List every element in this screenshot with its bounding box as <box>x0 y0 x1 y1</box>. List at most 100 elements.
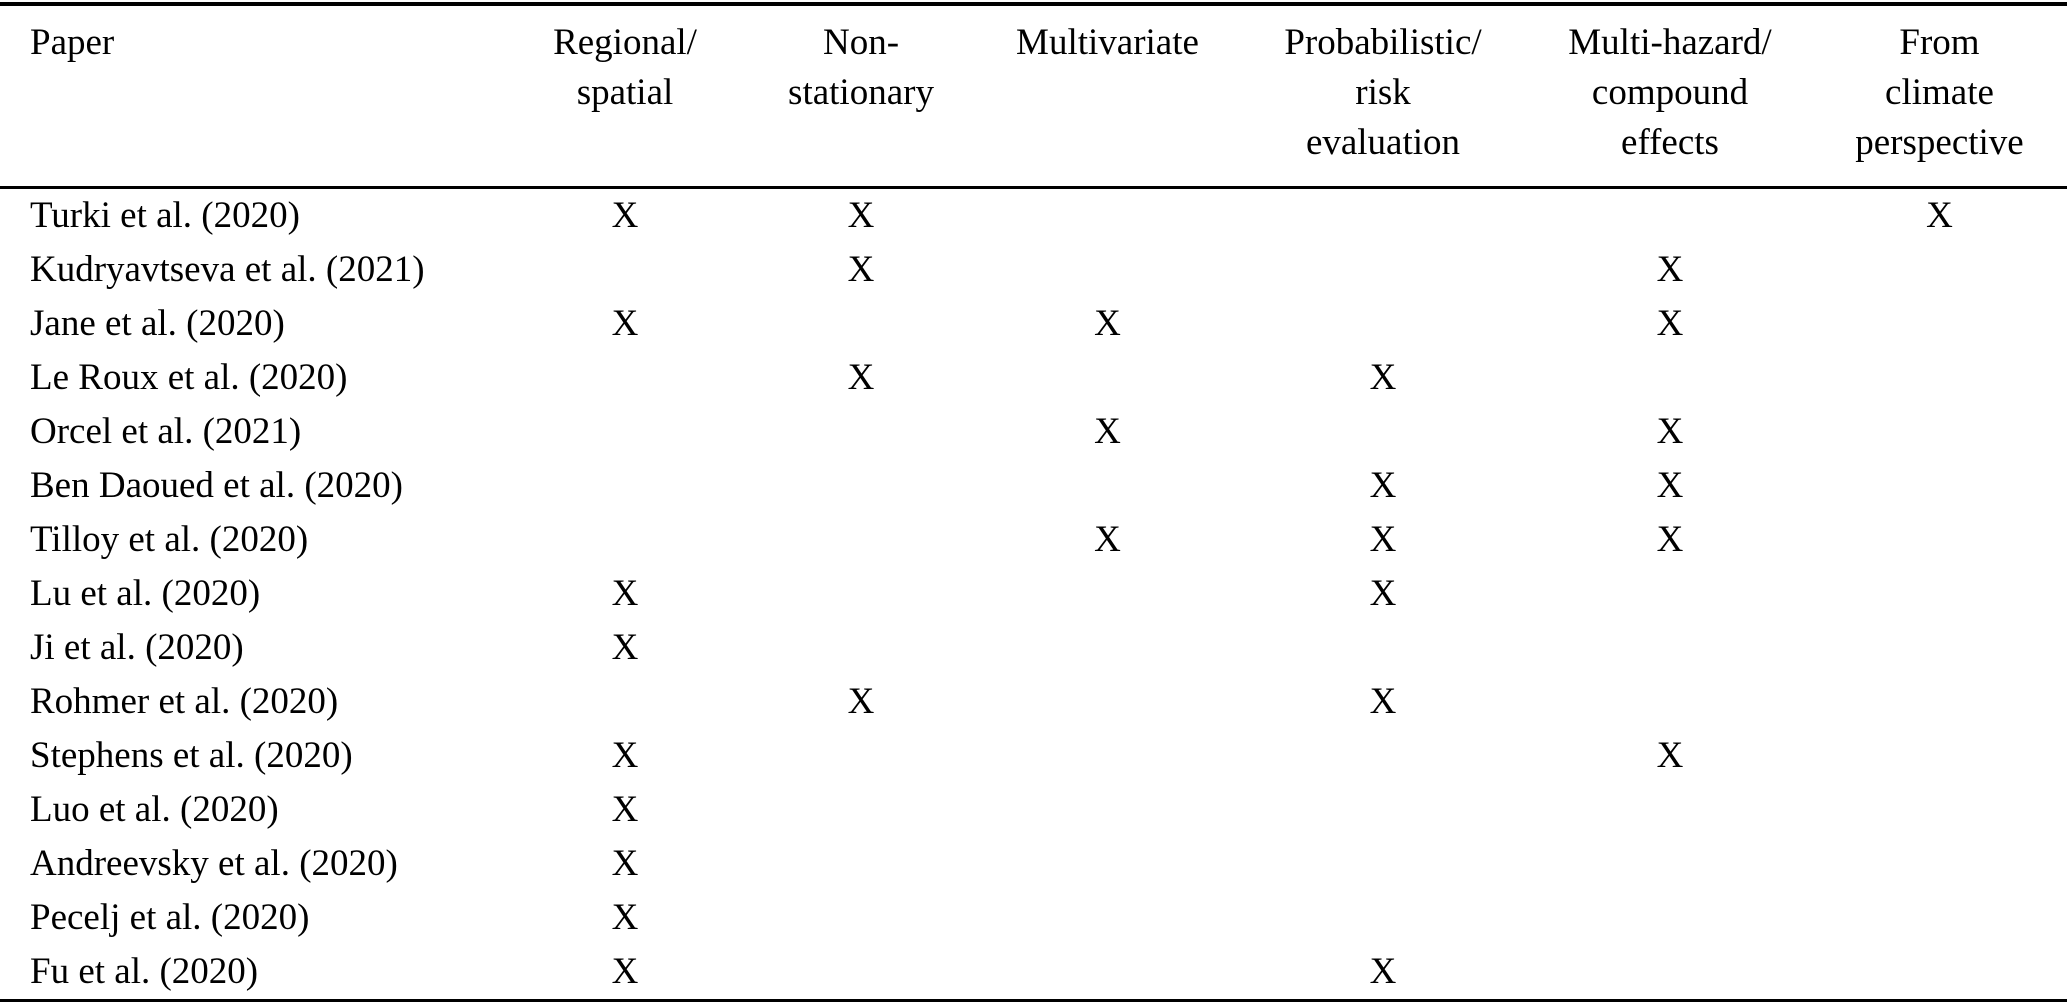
paper-cell: Orcel et al. (2021) <box>30 411 302 452</box>
mark-cell-x: X <box>1369 573 1397 614</box>
mark-cell-empty <box>977 837 1238 891</box>
mark-cell-empty <box>1812 297 2067 351</box>
table-row: Turki et al. (2020) X X X <box>0 187 2067 243</box>
mark-cell-empty <box>977 729 1238 783</box>
mark-cell-x: X <box>611 789 639 830</box>
header-row: Paper Regional/ spatial Non- stationary Mu… <box>0 4 2067 187</box>
mark-cell-empty <box>1812 351 2067 405</box>
mark-cell-empty <box>745 297 977 351</box>
mark-cell-x: X <box>847 195 875 236</box>
table-row: Luo et al. (2020) X <box>0 783 2067 837</box>
column-header-criterion: Non- stationary <box>788 22 934 113</box>
mark-cell-x: X <box>1656 735 1684 776</box>
mark-cell-empty <box>977 945 1238 1001</box>
mark-cell-empty <box>745 783 977 837</box>
paper-cell: Ji et al. (2020) <box>30 627 244 668</box>
paper-cell: Kudryavtseva et al. (2021) <box>30 249 425 290</box>
table-row: Ji et al. (2020) X <box>0 621 2067 675</box>
table-row: Jane et al. (2020) X X X <box>0 297 2067 351</box>
mark-cell-x: X <box>1094 303 1121 344</box>
mark-cell-empty <box>1528 675 1812 729</box>
mark-cell-empty <box>505 675 745 729</box>
table-row: Stephens et al. (2020) X X <box>0 729 2067 783</box>
mark-cell-empty <box>1238 405 1528 459</box>
mark-cell-empty <box>745 945 977 1001</box>
paper-cell: Jane et al. (2020) <box>30 303 285 344</box>
table-row: Le Roux et al. (2020) X X <box>0 351 2067 405</box>
column-header-criterion: Probabilistic/ risk evaluation <box>1284 22 1482 163</box>
mark-cell-empty <box>1812 405 2067 459</box>
mark-cell-empty <box>1238 837 1528 891</box>
mark-cell-empty <box>505 243 745 297</box>
mark-cell-empty <box>1812 621 2067 675</box>
paper-cell: Ben Daoued et al. (2020) <box>30 465 403 506</box>
mark-cell-x: X <box>1369 357 1397 398</box>
column-header-criterion: Multi-hazard/ compound effects <box>1568 22 1772 163</box>
paper-cell: Andreevsky et al. (2020) <box>30 843 398 884</box>
mark-cell-x: X <box>611 627 639 668</box>
mark-cell-empty <box>977 351 1238 405</box>
table-header: Paper Regional/ spatial Non- stationary Mu… <box>0 4 2067 187</box>
mark-cell-x: X <box>1926 195 1953 236</box>
mark-cell-empty <box>1528 891 1812 945</box>
mark-cell-x: X <box>1656 249 1684 290</box>
mark-cell-empty <box>745 459 977 513</box>
table-row: Tilloy et al. (2020) X X X <box>0 513 2067 567</box>
mark-cell-empty <box>1812 567 2067 621</box>
mark-cell-empty <box>505 459 745 513</box>
mark-cell-x: X <box>847 357 875 398</box>
mark-cell-empty <box>1812 837 2067 891</box>
mark-cell-empty <box>977 459 1238 513</box>
mark-cell-empty <box>1238 891 1528 945</box>
mark-cell-empty <box>1528 621 1812 675</box>
mark-cell-empty <box>1528 837 1812 891</box>
mark-cell-empty <box>1238 243 1528 297</box>
table-row: Andreevsky et al. (2020) X <box>0 837 2067 891</box>
column-header-criterion: From climate perspective <box>1855 22 2024 163</box>
mark-cell-empty <box>745 729 977 783</box>
paper-cell: Luo et al. (2020) <box>30 789 279 830</box>
mark-cell-empty <box>1528 351 1812 405</box>
mark-cell-empty <box>1528 945 1812 1001</box>
paper-cell: Turki et al. (2020) <box>30 195 300 236</box>
column-header-criterion: Regional/ spatial <box>553 22 697 113</box>
paper-cell: Le Roux et al. (2020) <box>30 357 348 398</box>
mark-cell-empty <box>505 351 745 405</box>
mark-cell-empty <box>745 891 977 945</box>
column-header-criterion: Multivariate <box>1016 22 1199 63</box>
mark-cell-empty <box>977 891 1238 945</box>
mark-cell-x: X <box>611 951 639 992</box>
mark-cell-empty <box>977 783 1238 837</box>
mark-cell-x: X <box>1656 465 1684 506</box>
mark-cell-x: X <box>847 249 875 290</box>
mark-cell-empty <box>505 513 745 567</box>
table-row: Rohmer et al. (2020) X X <box>0 675 2067 729</box>
mark-cell-x: X <box>611 897 639 938</box>
mark-cell-empty <box>1812 729 2067 783</box>
table-row: Ben Daoued et al. (2020) X X <box>0 459 2067 513</box>
mark-cell-x: X <box>611 303 639 344</box>
mark-cell-empty <box>1812 945 2067 1001</box>
paper-cell: Rohmer et al. (2020) <box>30 681 339 722</box>
mark-cell-x: X <box>1656 303 1684 344</box>
mark-cell-empty <box>1528 783 1812 837</box>
paper-cell: Stephens et al. (2020) <box>30 735 353 776</box>
mark-cell-x: X <box>847 681 875 722</box>
mark-cell-x: X <box>1094 411 1121 452</box>
mark-cell-empty <box>745 513 977 567</box>
mark-cell-empty <box>977 187 1238 243</box>
mark-cell-x: X <box>1369 519 1397 560</box>
paper-cell: Pecelj et al. (2020) <box>30 897 310 938</box>
mark-cell-empty <box>977 621 1238 675</box>
mark-cell-empty <box>745 567 977 621</box>
mark-cell-empty <box>1238 297 1528 351</box>
mark-cell-empty <box>1238 187 1528 243</box>
table-row: Orcel et al. (2021) X X <box>0 405 2067 459</box>
table-row: Kudryavtseva et al. (2021) X X <box>0 243 2067 297</box>
mark-cell-empty <box>977 243 1238 297</box>
paper-cell: Lu et al. (2020) <box>30 573 261 614</box>
mark-cell-empty <box>1812 459 2067 513</box>
